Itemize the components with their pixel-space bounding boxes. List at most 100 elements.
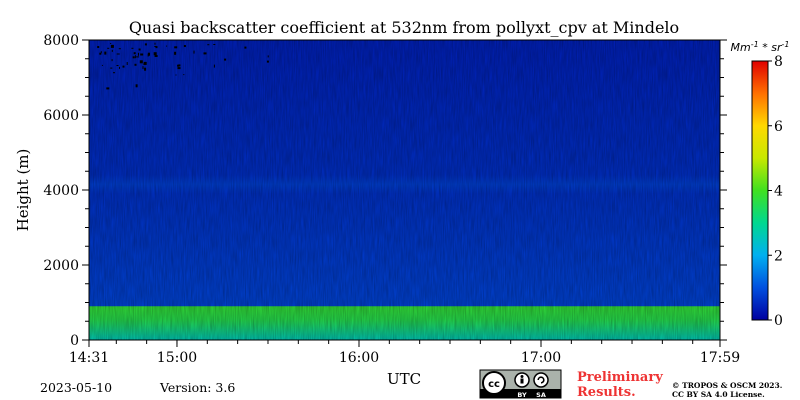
missing-data-speck [116, 53, 120, 55]
colorbar-tick-label: 0 [774, 313, 783, 329]
missing-data-speck [175, 74, 177, 76]
y-tick-label: 2000 [43, 258, 79, 274]
missing-data-speck [193, 50, 195, 54]
cc-icon-text: cc [488, 379, 500, 390]
missing-data-speck [126, 62, 128, 65]
colorbar: 0 2 4 6 8 Mm-1 * sr-1 [731, 40, 790, 330]
missing-data-speck [148, 52, 150, 56]
missing-data-speck [154, 46, 157, 47]
copyright-line2: CC BY SA 4.0 License. [672, 390, 765, 399]
missing-data-speck [213, 44, 216, 45]
missing-data-speck [174, 46, 178, 49]
missing-data-speck [177, 64, 180, 67]
x-tick-label: 15:00 [157, 350, 197, 366]
y-tick-label: 8000 [43, 33, 79, 49]
missing-data-speck [153, 52, 157, 56]
heatmap-texture [89, 40, 720, 340]
missing-data-speck [110, 43, 112, 44]
missing-data-speck [183, 74, 185, 76]
missing-data-speck [133, 52, 136, 55]
sa-share-icon [533, 372, 549, 388]
missing-data-speck [147, 53, 149, 57]
missing-data-speck [183, 45, 186, 47]
preliminary-label-line1: Preliminary [577, 370, 663, 385]
x-axis-label: UTC [387, 370, 421, 388]
missing-data-speck [122, 65, 125, 68]
colorbar-tick-label: 4 [774, 184, 783, 200]
missing-data-speck [138, 52, 139, 56]
colorbar-tick-label: 6 [774, 119, 783, 135]
colorbar-tick-label: 2 [774, 248, 783, 264]
missing-data-speck [213, 64, 215, 68]
missing-data-speck [107, 47, 110, 49]
missing-data-speck [111, 49, 113, 52]
missing-data-speck [154, 55, 158, 57]
cc-by-label: BY [517, 391, 527, 399]
missing-data-specks [97, 42, 269, 90]
missing-data-speck [142, 66, 144, 70]
x-tick-label: 17:59 [700, 350, 740, 366]
missing-data-speck [116, 65, 119, 66]
missing-data-speck [110, 44, 114, 48]
x-tick-label: 17:00 [521, 350, 561, 366]
missing-data-speck [266, 60, 269, 63]
missing-data-speck [134, 63, 137, 66]
missing-data-speck [99, 52, 102, 55]
missing-data-speck [136, 56, 140, 58]
preliminary-label-line2: Results. [577, 385, 636, 400]
missing-data-speck [111, 59, 113, 62]
missing-data-speck [118, 48, 121, 50]
cc-icon [482, 371, 506, 395]
missing-data-speck [143, 63, 147, 65]
missing-data-speck [104, 51, 107, 55]
x-tick-label: 14:31 [69, 350, 109, 366]
y-tick-label: 0 [70, 333, 79, 349]
missing-data-speck [110, 67, 113, 69]
x-tick-label: 16:00 [339, 350, 379, 366]
missing-data-speck [140, 53, 144, 56]
colorbar-scale [751, 60, 769, 321]
y-tick-label: 6000 [43, 108, 79, 124]
missing-data-speck [97, 46, 100, 48]
missing-data-speck [154, 42, 156, 45]
footer-date: 2023-05-10 [40, 380, 112, 395]
missing-data-speck [207, 44, 210, 46]
cc-license-badge: cc BY SA [479, 369, 562, 399]
y-tick-label: 4000 [43, 183, 79, 199]
copyright-line1: © TROPOS & OSCM 2023. [672, 381, 782, 390]
missing-data-speck [143, 61, 147, 65]
missing-data-speck [101, 64, 103, 66]
missing-data-speck [178, 64, 181, 67]
missing-data-speck [139, 60, 143, 64]
missing-data-speck [138, 48, 141, 51]
missing-data-speck [155, 46, 158, 49]
footer-version: Version: 3.6 [159, 380, 235, 395]
missing-data-speck [166, 45, 168, 47]
missing-data-speck [100, 51, 102, 54]
cc-sa-label: SA [536, 391, 546, 399]
heatmap-plot-area [88, 39, 721, 341]
missing-data-speck [203, 52, 207, 55]
colorbar-tick-label: 8 [774, 54, 783, 70]
colorbar-unit-label: Mm-1 * sr-1 [731, 40, 790, 55]
missing-data-speck [131, 47, 134, 49]
missing-data-speck [135, 84, 138, 88]
chart-title: Quasi backscatter coefficient at 532nm f… [129, 18, 679, 37]
y-axis: 0 2000 4000 6000 8000 [43, 33, 727, 349]
missing-data-speck [174, 51, 177, 55]
missing-data-speck [244, 46, 247, 49]
missing-data-speck [134, 55, 136, 59]
x-axis: 14:31 15:00 16:00 17:00 17:59 [69, 340, 740, 366]
missing-data-speck [144, 43, 147, 46]
missing-data-speck [132, 56, 135, 59]
missing-data-speck [224, 58, 227, 61]
missing-data-speck [267, 55, 269, 58]
missing-data-speck [119, 66, 120, 69]
colorbar-ticks: 0 2 4 6 8 [768, 54, 783, 329]
missing-data-speck [177, 67, 181, 70]
missing-data-speck [113, 72, 115, 74]
y-axis-label: Height (m) [14, 149, 32, 232]
missing-data-speck [144, 67, 147, 71]
missing-data-speck [106, 87, 110, 90]
